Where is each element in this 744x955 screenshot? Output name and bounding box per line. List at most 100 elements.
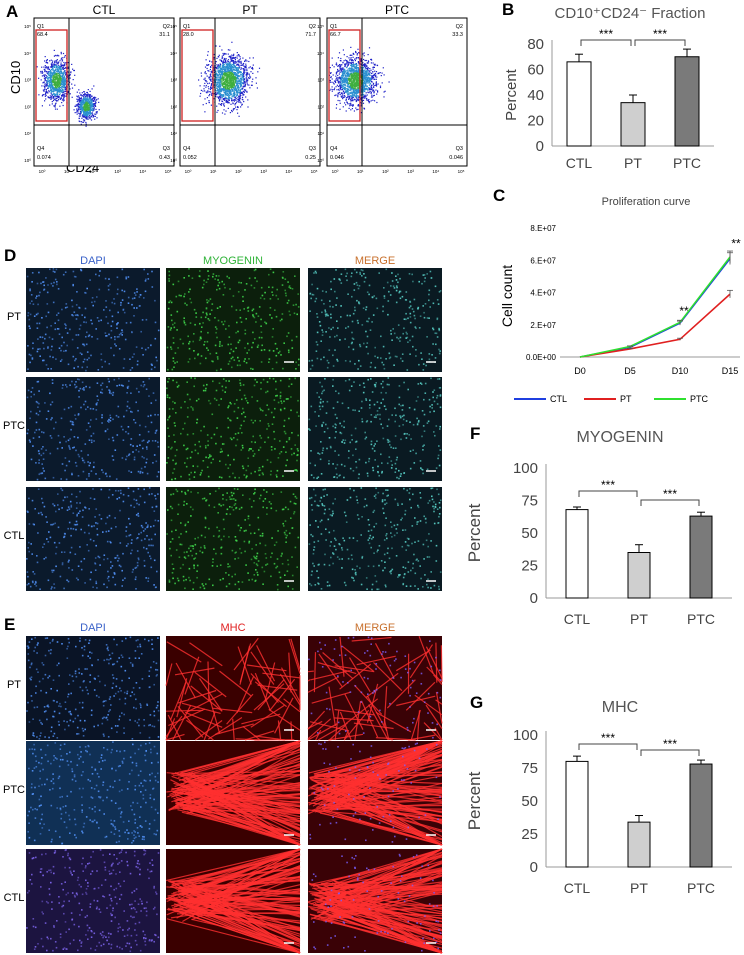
q4-label: Q4 — [183, 146, 190, 152]
flow-ytick: 10¹ — [170, 131, 177, 136]
micro-texture — [166, 487, 300, 591]
flow-xtick: 10³ — [407, 169, 414, 174]
x-tick-label: D10 — [672, 366, 689, 376]
panel-label-d: D — [4, 246, 17, 265]
micro-image — [26, 741, 160, 845]
micro-texture — [307, 740, 443, 846]
bar-pt — [627, 552, 651, 599]
significance-bracket — [640, 499, 700, 506]
legend-label: PT — [620, 394, 632, 404]
x-tick-label: D0 — [574, 366, 586, 376]
flow-ytick: 10³ — [24, 78, 31, 83]
flow-xtick: 10⁵ — [311, 169, 318, 174]
x-tick-label: PT — [630, 880, 648, 896]
flow-xtick: 10⁴ — [139, 169, 146, 174]
y-tick-label: 0 — [530, 859, 538, 876]
q3-label: Q3 — [163, 146, 170, 152]
chart-g-mhc: MHC Percent 0 25 50 75 100 CTL PT PTC *** *** — [465, 699, 732, 896]
micro-image — [308, 487, 442, 591]
flow-xtick: 10¹ — [64, 169, 71, 174]
y-tick-label: 20 — [527, 113, 544, 130]
micro-row-label: PTC — [3, 420, 25, 432]
y-tick-label: 0 — [530, 590, 538, 607]
significance-label: *** — [653, 27, 667, 41]
micro-row-label: CTL — [4, 892, 25, 904]
y-tick-label: 75 — [521, 760, 538, 777]
micro-texture — [307, 635, 443, 741]
x-tick-label: PTC — [687, 880, 715, 896]
y-tick-label: 50 — [521, 793, 538, 810]
q2-value: 33.3 — [452, 32, 463, 38]
significance-label: *** — [663, 737, 677, 751]
micro-row-label: PT — [7, 311, 21, 323]
panel-label-f: F — [470, 424, 481, 443]
micro-image — [26, 849, 160, 953]
y-tick-label: 100 — [513, 460, 538, 477]
significance-bracket — [580, 39, 632, 46]
micro-row-label: PT — [7, 679, 21, 691]
micro-texture — [26, 268, 160, 372]
q4-value: 0.052 — [183, 155, 197, 161]
micro-texture — [308, 377, 442, 480]
significance-bracket — [640, 749, 700, 756]
flow-plot-pt: PT Q1 28.0 Q2 71.7 Q4 0.052 Q3 0.25 10⁵ 10⁴ 10³ 10² 1… — [170, 3, 321, 174]
significance-bracket — [578, 490, 638, 497]
micro-col-header: MERGE — [355, 622, 395, 634]
flow-plot-title: PT — [242, 3, 258, 17]
flow-xtick: 10² — [382, 169, 389, 174]
legend-label: CTL — [550, 394, 567, 404]
micro-row-label: PTC — [3, 784, 25, 796]
flow-xtick: 10⁴ — [432, 169, 439, 174]
micro-col-header: DAPI — [80, 255, 106, 267]
flow-xtick: 10⁵ — [165, 169, 172, 174]
q1-value: 66.7 — [330, 32, 341, 38]
y-tick-label: 80 — [527, 36, 544, 53]
flow-dots — [198, 41, 261, 117]
flow-ytick: 10³ — [317, 78, 324, 83]
y-tick-label: 0 — [536, 138, 544, 155]
micro-texture — [166, 740, 301, 846]
panel-label-c: C — [493, 186, 506, 205]
micro-texture — [26, 849, 160, 953]
q4-label: Q4 — [330, 146, 337, 152]
series-line-pt — [579, 293, 731, 358]
panel-label-b: B — [502, 0, 515, 19]
flow-ytick: 10² — [170, 104, 177, 109]
significance-bracket — [634, 39, 686, 46]
series-line-ctl — [579, 258, 731, 358]
chart-f-myogenin: MYOGENIN Percent 0 25 50 75 100 CTL PT PTC *** *** — [465, 429, 732, 627]
chart-title: MHC — [602, 699, 638, 716]
q2-label: Q2 — [309, 24, 316, 30]
y-tick-label: 60 — [527, 62, 544, 79]
gate-box — [181, 29, 214, 122]
y-tick-label: 6.E+07 — [530, 256, 556, 265]
y-tick-label: 40 — [527, 87, 544, 104]
micro-image — [308, 268, 442, 372]
significance-label: ** — [679, 304, 689, 318]
significance-label: *** — [599, 27, 613, 41]
flow-plot-title: PTC — [385, 3, 409, 17]
micro-image — [26, 268, 160, 372]
q3-value: 0.43 — [159, 155, 170, 161]
flow-xtick: 10⁴ — [285, 169, 292, 174]
flow-ytick: 10³ — [170, 78, 177, 83]
flow-ytick: 10⁴ — [170, 51, 177, 56]
micro-image — [166, 487, 300, 591]
flow-ytick: 10¹ — [24, 131, 31, 136]
y-tick-label: 25 — [521, 826, 538, 843]
y-axis-label: Percent — [465, 771, 484, 830]
bar-ctl — [565, 509, 589, 599]
q2-label: Q2 — [163, 24, 170, 30]
y-tick-label: 25 — [521, 558, 538, 575]
flow-plot-frame — [326, 17, 468, 167]
micro-image — [26, 377, 160, 481]
q1-label: Q1 — [183, 24, 190, 30]
flow-ytick: 10⁵ — [170, 24, 177, 29]
chart-title: MYOGENIN — [576, 429, 663, 446]
flow-xtick: 10⁰ — [332, 169, 339, 174]
chart-b-cd10-fraction: CD10⁺CD24⁻ Fraction Percent 0 20 40 60 80 CTL PT… — [503, 5, 714, 171]
flow-ytick: 10⁴ — [317, 51, 324, 56]
y-tick-label: 4.E+07 — [530, 289, 556, 298]
flow-plot-frame — [179, 17, 321, 167]
flow-xtick: 10⁰ — [185, 169, 192, 174]
